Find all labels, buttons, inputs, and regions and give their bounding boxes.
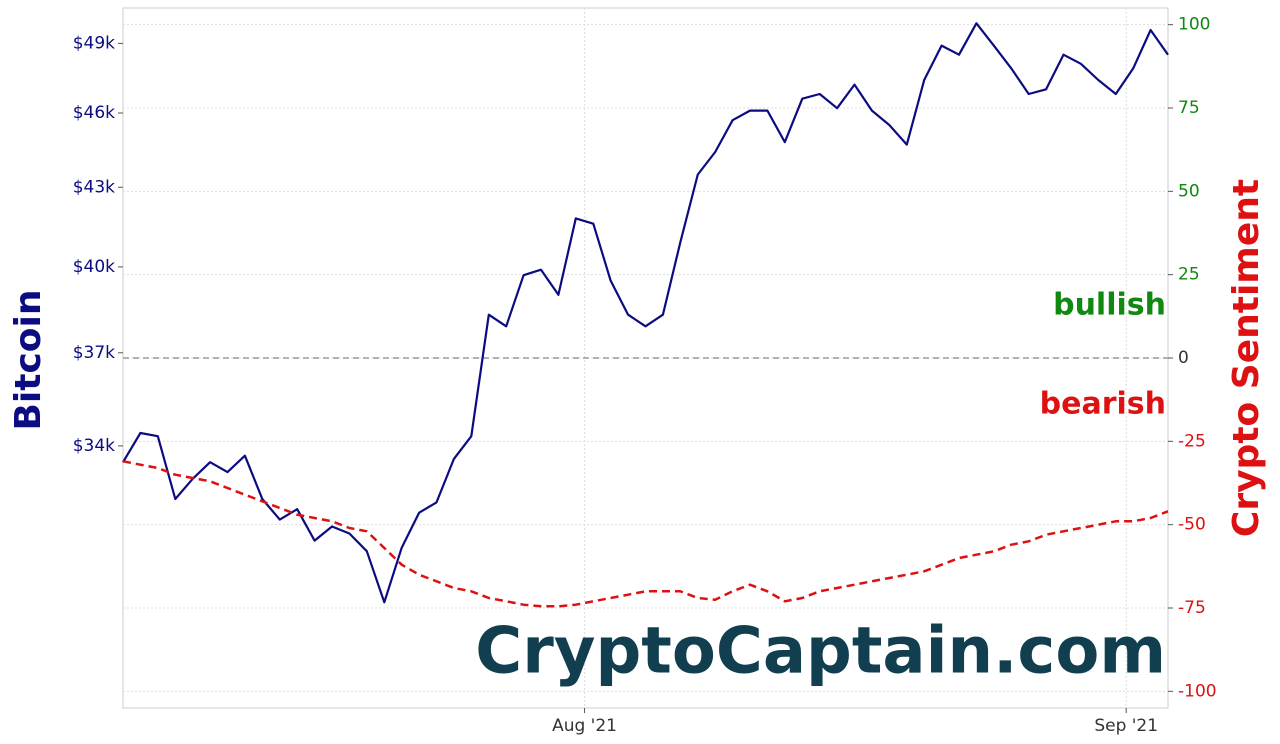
y-axis-label: Bitcoin bbox=[8, 289, 49, 430]
y-tick-label: $46k bbox=[73, 103, 115, 123]
y2-tick-label: 0 bbox=[1178, 348, 1189, 368]
y2-tick-label: -100 bbox=[1178, 681, 1217, 701]
y-tick-label: $40k bbox=[73, 257, 115, 277]
x-tick-label: Sep '21 bbox=[1094, 716, 1158, 736]
bearish-label: bearish bbox=[1040, 387, 1166, 422]
y2-tick-label: -50 bbox=[1178, 515, 1206, 535]
y2-tick-label: 25 bbox=[1178, 265, 1200, 285]
y2-tick-label: -25 bbox=[1178, 431, 1206, 451]
series-line bbox=[122, 460, 1169, 608]
y2-tick-label: 50 bbox=[1178, 181, 1200, 201]
y2-tick-label: 75 bbox=[1178, 98, 1200, 118]
y-tick-label: $43k bbox=[73, 177, 115, 197]
y-tick-label: $37k bbox=[73, 343, 115, 363]
watermark: CryptoCaptain.com bbox=[475, 615, 1166, 689]
y-tick-label: $34k bbox=[73, 436, 115, 456]
y2-tick-label: -75 bbox=[1178, 598, 1206, 618]
x-tick-label: Aug '21 bbox=[552, 716, 617, 736]
y-tick-label: $49k bbox=[73, 33, 115, 53]
y2-tick-label: 100 bbox=[1178, 15, 1210, 35]
bullish-label: bullish bbox=[1053, 288, 1166, 323]
y2-axis-label: Crypto Sentiment bbox=[1226, 179, 1267, 537]
series-line bbox=[122, 22, 1169, 604]
